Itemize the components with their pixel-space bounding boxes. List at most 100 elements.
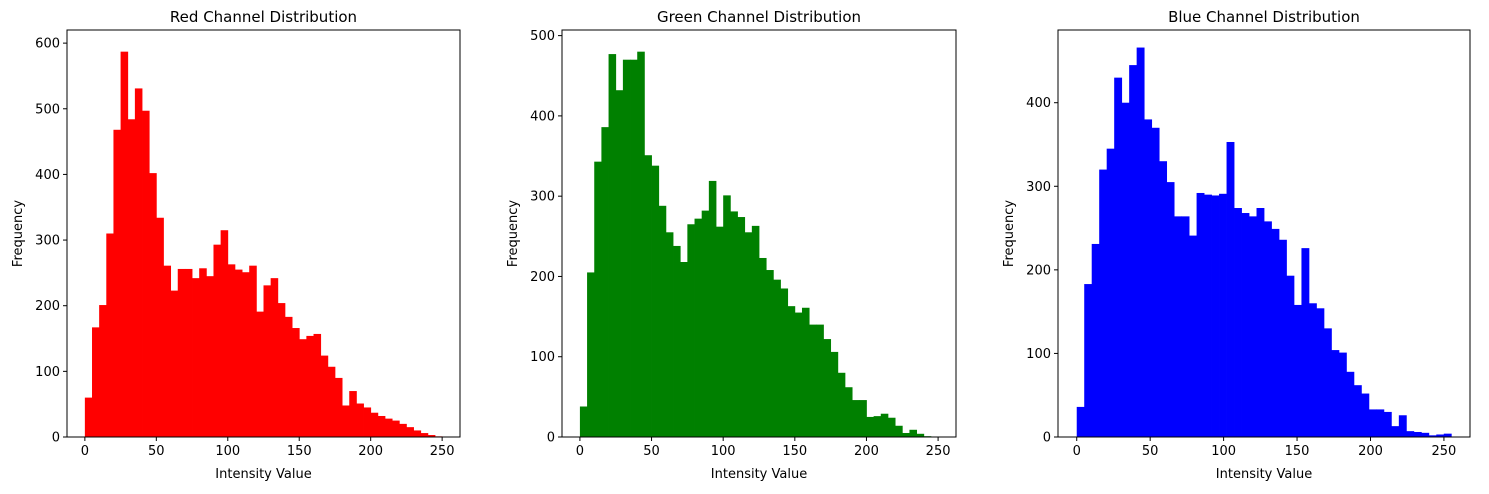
histogram-bar bbox=[170, 290, 179, 437]
blue-histogram: 0 50 100 150 200 250 0 100 200 300 400 Blue Channel… bbox=[1002, 8, 1471, 482]
histogram-bar bbox=[1091, 243, 1100, 437]
histogram-bar bbox=[1166, 182, 1175, 437]
histogram-bar bbox=[1219, 193, 1227, 437]
histogram-bar bbox=[127, 119, 136, 437]
histogram-bar bbox=[399, 423, 407, 437]
x-tick-label: 250 bbox=[430, 444, 455, 459]
y-axis-label: Frequency bbox=[1002, 200, 1017, 267]
histogram-bar bbox=[377, 415, 386, 437]
green-bars bbox=[579, 51, 932, 438]
histogram-bar bbox=[1234, 208, 1242, 437]
histogram-bar bbox=[134, 88, 143, 438]
histogram-bar bbox=[873, 416, 882, 437]
y-tick-label: 300 bbox=[35, 234, 60, 249]
histogram-bar bbox=[1121, 102, 1130, 438]
histogram-bar bbox=[227, 264, 236, 437]
histogram-bar bbox=[680, 262, 688, 437]
histogram-bar bbox=[823, 339, 832, 437]
histogram-bar bbox=[1114, 77, 1123, 437]
histogram-bar bbox=[816, 324, 824, 437]
histogram-bar bbox=[730, 211, 738, 437]
red-histogram: 0 50 100 150 200 250 0 100 200 300 400 500 600 Red Ch… bbox=[11, 8, 461, 482]
histogram-bar bbox=[737, 217, 746, 437]
x-axis-label: Intensity Value bbox=[215, 467, 311, 482]
histogram-bar bbox=[665, 232, 674, 437]
x-tick-label: 200 bbox=[358, 444, 383, 459]
y-tick-label: 100 bbox=[530, 350, 555, 365]
histogram-bar bbox=[213, 244, 222, 437]
x-axis-label: Intensity Value bbox=[711, 467, 807, 482]
histogram-bar bbox=[1278, 239, 1287, 437]
histogram-bar bbox=[1181, 216, 1190, 437]
histogram-bar bbox=[1226, 141, 1235, 438]
histogram-bar bbox=[844, 387, 853, 437]
histogram-bar bbox=[292, 328, 300, 437]
histogram-bar bbox=[420, 433, 429, 437]
x-tick-label: 0 bbox=[1073, 444, 1081, 459]
x-tick-label: 100 bbox=[711, 444, 736, 459]
histogram-bar bbox=[1346, 371, 1355, 437]
red-bars bbox=[84, 51, 443, 438]
histogram-bar bbox=[1264, 221, 1272, 437]
x-tick-label: 250 bbox=[1432, 444, 1457, 459]
histogram-bar bbox=[1376, 409, 1385, 437]
y-axis-label: Frequency bbox=[506, 200, 521, 267]
y-tick-label: 0 bbox=[1043, 431, 1051, 446]
histogram-bar bbox=[1106, 148, 1115, 438]
histogram-bar bbox=[120, 51, 129, 437]
histogram-bar bbox=[909, 429, 917, 437]
histogram-bar bbox=[895, 425, 903, 437]
y-axis-label: Frequency bbox=[11, 200, 26, 267]
histogram-bar bbox=[1196, 192, 1205, 437]
histogram-bar bbox=[163, 265, 172, 437]
histogram-bar bbox=[773, 279, 781, 437]
histogram-bar bbox=[601, 127, 609, 437]
histogram-bar bbox=[106, 233, 114, 437]
histogram-bar bbox=[1286, 275, 1295, 437]
histogram-bar bbox=[1099, 169, 1108, 437]
histogram-bar bbox=[177, 268, 186, 437]
histogram-bar bbox=[392, 420, 400, 437]
histogram-bar bbox=[1323, 328, 1332, 437]
histogram-bar bbox=[1129, 65, 1138, 437]
histogram-bar bbox=[184, 268, 193, 437]
histogram-bar bbox=[637, 51, 645, 438]
histogram-bar bbox=[615, 90, 624, 438]
histogram-bar bbox=[780, 288, 789, 437]
histogram-bar bbox=[766, 270, 774, 437]
histogram-bar bbox=[1368, 409, 1377, 437]
histogram-bar bbox=[84, 397, 93, 437]
histogram-bar bbox=[1159, 161, 1168, 437]
x-tick-label: 0 bbox=[576, 444, 584, 459]
histogram-bar bbox=[234, 269, 243, 437]
histogram-bar bbox=[1211, 195, 1220, 437]
axes-frame bbox=[66, 29, 461, 438]
histogram-bar bbox=[837, 372, 846, 437]
histogram-bar bbox=[356, 403, 364, 437]
histogram-bar bbox=[1428, 435, 1437, 437]
histogram-bar bbox=[334, 377, 343, 437]
y-tick-label: 100 bbox=[1026, 347, 1051, 362]
histogram-bar bbox=[852, 400, 860, 437]
x-tick-label: 200 bbox=[854, 444, 879, 459]
histogram-bar bbox=[1331, 350, 1340, 437]
histogram-bar bbox=[1406, 431, 1415, 437]
histogram-bar bbox=[1301, 248, 1310, 437]
histogram-bar bbox=[1338, 352, 1347, 437]
chart-title: Green Channel Distribution bbox=[657, 8, 861, 26]
histogram-bar bbox=[1353, 385, 1362, 437]
y-tick-label: 400 bbox=[1026, 96, 1051, 111]
histogram-bar bbox=[723, 195, 731, 437]
x-tick-label: 250 bbox=[926, 444, 951, 459]
x-tick-label: 150 bbox=[782, 444, 807, 459]
histogram-bar bbox=[708, 180, 717, 438]
histogram-bar bbox=[149, 173, 157, 438]
y-tick-label: 400 bbox=[35, 168, 60, 183]
y-tick-label: 200 bbox=[530, 270, 555, 285]
histogram-bar bbox=[1443, 433, 1452, 437]
histogram-bar bbox=[1256, 208, 1265, 437]
histogram-bar bbox=[270, 278, 279, 437]
histogram-bar bbox=[1293, 304, 1302, 437]
histogram-bar bbox=[1249, 216, 1257, 437]
